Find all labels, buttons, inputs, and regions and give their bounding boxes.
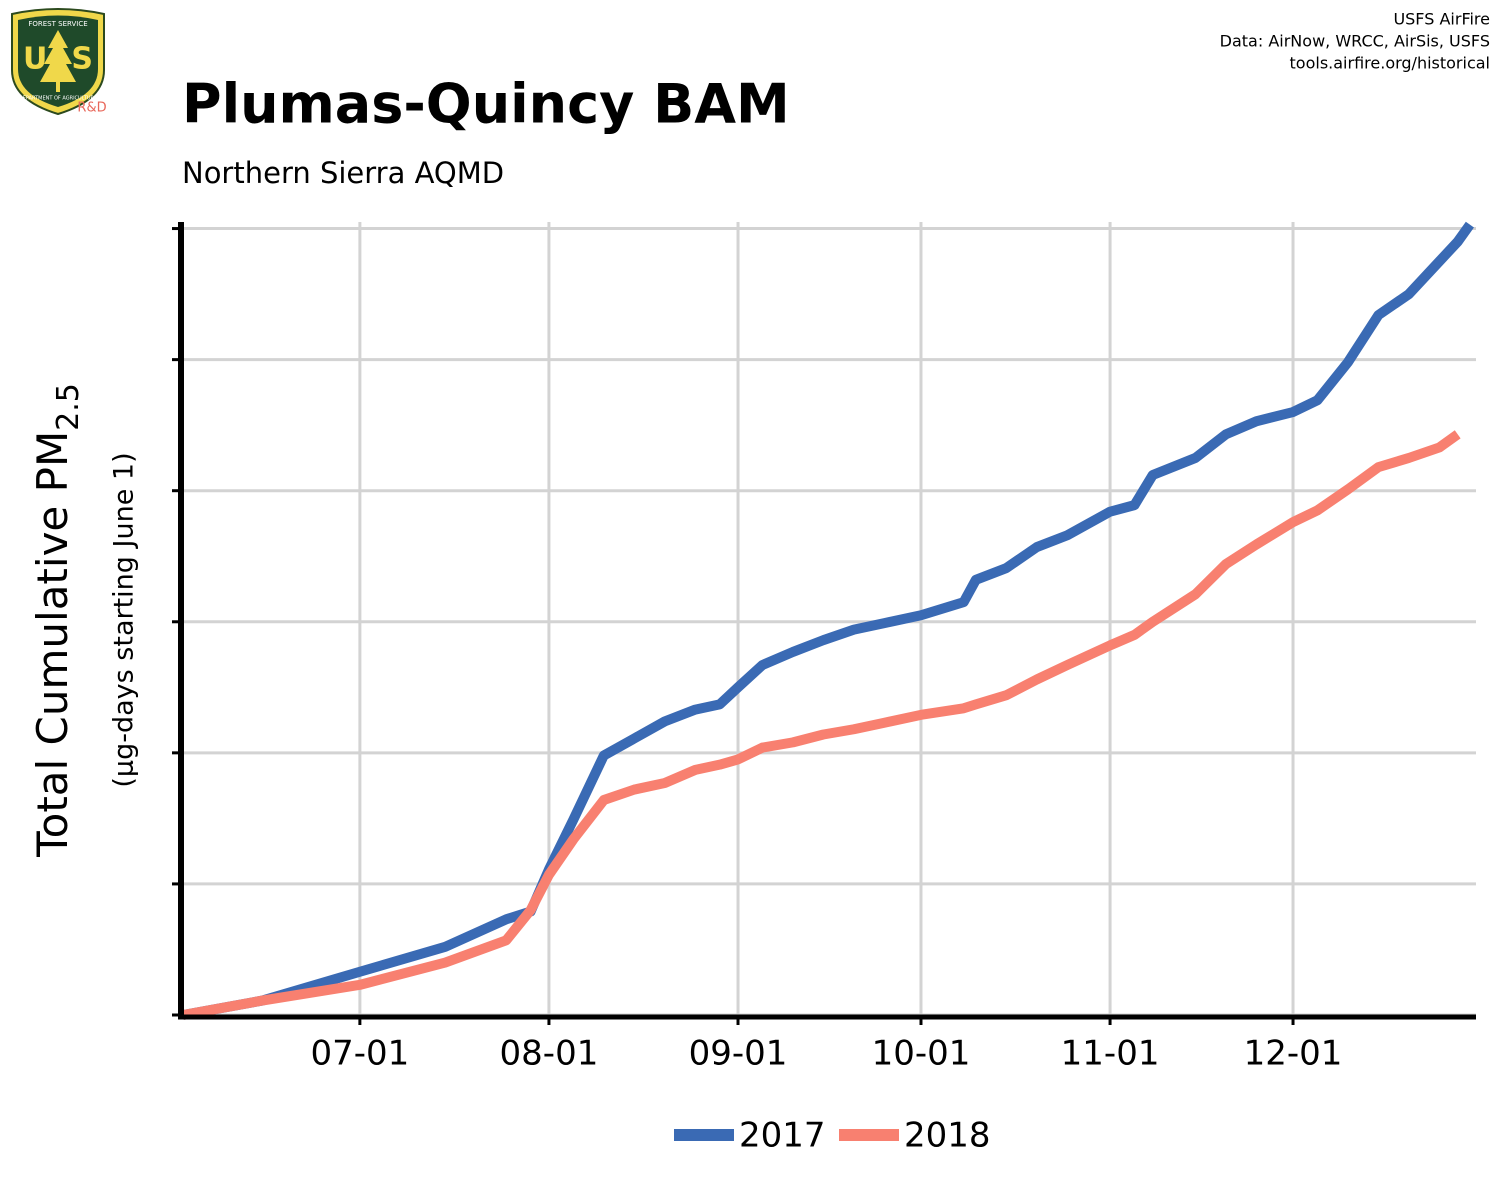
legend-label: 2017 xyxy=(739,1116,826,1156)
chart-title: Plumas-Quincy BAM xyxy=(182,73,790,136)
logo-letters: U S xyxy=(23,42,93,77)
logo: FOREST SERVICE U S DEPARTMENT OF AGRICUL… xyxy=(11,8,107,116)
y-axis-label-main: Total Cumulative PM xyxy=(28,431,77,858)
x-tick-label: 07-01 xyxy=(310,1034,409,1074)
y-axis-title: Total Cumulative PM2.5 (µg-days starting… xyxy=(28,383,140,858)
axes: 07-01 08-01 09-01 10-01 11-01 12-01 xyxy=(172,222,1476,1074)
x-tick-label: 12-01 xyxy=(1244,1034,1343,1074)
logo-top: FOREST SERVICE xyxy=(28,20,87,28)
logo-bottom: DEPARTMENT OF AGRICULTURE xyxy=(19,96,97,102)
series-line xyxy=(182,430,1461,1020)
logo-tag: R&D xyxy=(77,101,106,116)
x-tick-label: 08-01 xyxy=(500,1034,599,1074)
series-line xyxy=(182,221,1474,1020)
y-axis-label-subscript: 2.5 xyxy=(51,383,86,431)
source-line: USFS AirFire xyxy=(1393,10,1490,29)
y-axis-note: (µg-days starting June 1) xyxy=(109,452,140,787)
x-tick-label: 11-01 xyxy=(1061,1034,1160,1074)
source-line: tools.airfire.org/historical xyxy=(1290,54,1490,73)
logo-tree xyxy=(40,30,76,92)
y-axis-label: Total Cumulative PM2.5 xyxy=(28,383,86,858)
legend-label: 2018 xyxy=(904,1116,991,1156)
grid xyxy=(183,222,1476,1017)
lines xyxy=(182,221,1474,1020)
x-tick-label: 10-01 xyxy=(872,1034,971,1074)
source-line: Data: AirNow, WRCC, AirSis, USFS xyxy=(1220,32,1490,51)
x-tick-label: 09-01 xyxy=(689,1034,788,1074)
chart-subtitle: Northern Sierra AQMD xyxy=(182,156,504,190)
